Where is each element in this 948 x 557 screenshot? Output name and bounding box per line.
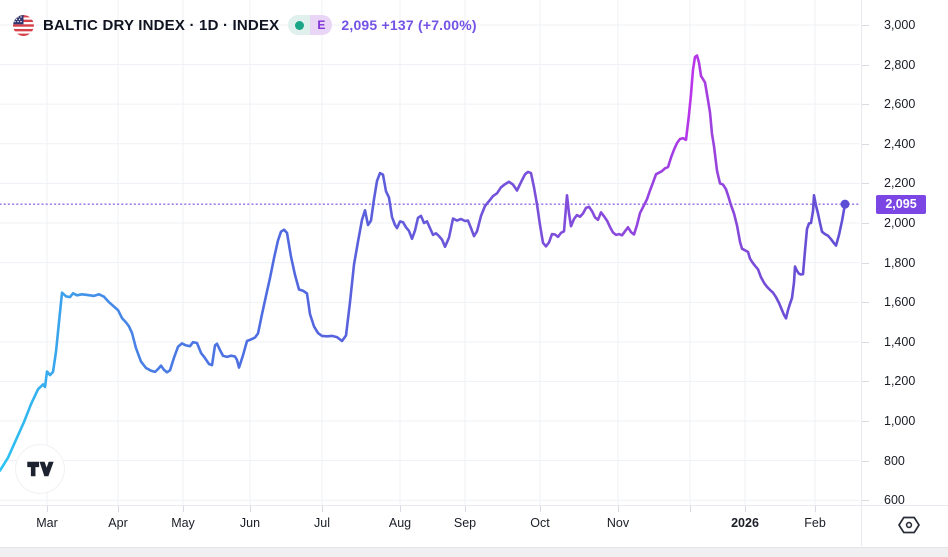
y-axis-label: 3,000 — [884, 17, 916, 32]
y-axis-tick — [862, 500, 869, 502]
x-axis-label: Jun — [239, 516, 261, 530]
x-axis-label: 2026 — [731, 516, 759, 530]
y-axis-tick — [862, 302, 869, 304]
x-axis-tick — [322, 506, 323, 512]
x-axis-tick — [540, 506, 541, 512]
y-axis-tick — [862, 222, 869, 224]
x-axis-tick — [250, 506, 251, 512]
x-axis-label: May — [171, 516, 195, 530]
y-axis-label: 800 — [884, 453, 905, 468]
y-axis-label: 1,400 — [884, 334, 916, 349]
x-axis-label: Nov — [606, 516, 630, 530]
bottom-strip — [0, 547, 948, 557]
price-change-percent: (+7.00%) — [417, 17, 477, 33]
last-price-value: 2,095 — [341, 17, 378, 33]
y-axis-tick — [862, 183, 869, 185]
tradingview-logo-icon — [27, 461, 54, 477]
hexagon-settings-icon — [898, 516, 920, 534]
chart-plot-area[interactable] — [0, 0, 860, 505]
us-flag-icon — [13, 14, 34, 36]
x-axis-tick — [690, 506, 691, 512]
x-axis-label: Feb — [804, 516, 826, 530]
gridlines — [0, 0, 860, 505]
x-axis-tick — [465, 506, 466, 512]
y-axis-tick — [862, 64, 869, 66]
price-axis[interactable]: 2,095 3,000 2,800 2,600 2,400 2,200 2,000 1,80… — [862, 0, 948, 508]
y-axis-label: 1,600 — [884, 295, 916, 310]
y-axis-label: 2,600 — [884, 97, 916, 112]
x-axis-label: Sep — [453, 516, 477, 530]
price-change-value: +137 — [381, 17, 414, 33]
market-status-dot-segment — [288, 15, 311, 35]
y-axis-label: 600 — [884, 493, 905, 508]
x-axis-tick — [47, 506, 48, 512]
x-axis-label: Apr — [108, 516, 128, 530]
y-axis-label: 2,200 — [884, 176, 916, 191]
axis-horizontal-separator — [0, 505, 948, 506]
tradingview-logo[interactable] — [16, 445, 64, 493]
y-axis-label: 2,000 — [884, 215, 916, 230]
quote-readout: 2,095 +137 (+7.00%) — [341, 17, 476, 33]
y-axis-tick — [862, 104, 869, 106]
exchange-badge: E — [310, 15, 333, 35]
x-axis-label: Aug — [388, 516, 412, 530]
x-axis-label: Jul — [314, 516, 330, 530]
price-line-series — [0, 54, 847, 472]
last-price-label: 2,095 — [876, 194, 926, 214]
y-axis-label: 1,000 — [884, 414, 916, 429]
y-axis-label: 2,800 — [884, 57, 916, 72]
symbol-header: BALTIC DRY INDEX · 1D · INDEX E 2,095 +1… — [13, 13, 477, 37]
x-axis-label: Oct — [530, 516, 550, 530]
symbol-title[interactable]: BALTIC DRY INDEX · 1D · INDEX — [43, 16, 280, 34]
y-axis-label: 2,400 — [884, 136, 916, 151]
last-price-dot — [840, 199, 850, 209]
y-axis-tick — [862, 421, 869, 423]
x-axis-tick — [118, 506, 119, 512]
y-axis-tick — [862, 460, 869, 462]
axis-vertical-separator — [861, 0, 862, 546]
market-status-pill[interactable]: E — [288, 15, 333, 35]
x-axis-tick — [183, 506, 184, 512]
x-axis-tick — [618, 506, 619, 512]
time-axis[interactable]: Mar Apr May Jun Jul Aug Sep Oct Nov 2026 Feb — [0, 506, 948, 546]
axis-settings-button[interactable] — [896, 513, 922, 537]
x-axis-label: Mar — [36, 516, 58, 530]
x-axis-tick — [815, 506, 816, 512]
y-axis-tick — [862, 262, 869, 264]
y-axis-tick — [862, 143, 869, 145]
y-axis-label: 1,800 — [884, 255, 916, 270]
x-axis-tick — [745, 506, 746, 512]
y-axis-tick — [862, 341, 869, 343]
market-open-dot-icon — [294, 20, 304, 30]
y-axis-tick — [862, 381, 869, 383]
y-axis-tick — [862, 24, 869, 26]
x-axis-tick — [400, 506, 401, 512]
y-axis-label: 1,200 — [884, 374, 916, 389]
